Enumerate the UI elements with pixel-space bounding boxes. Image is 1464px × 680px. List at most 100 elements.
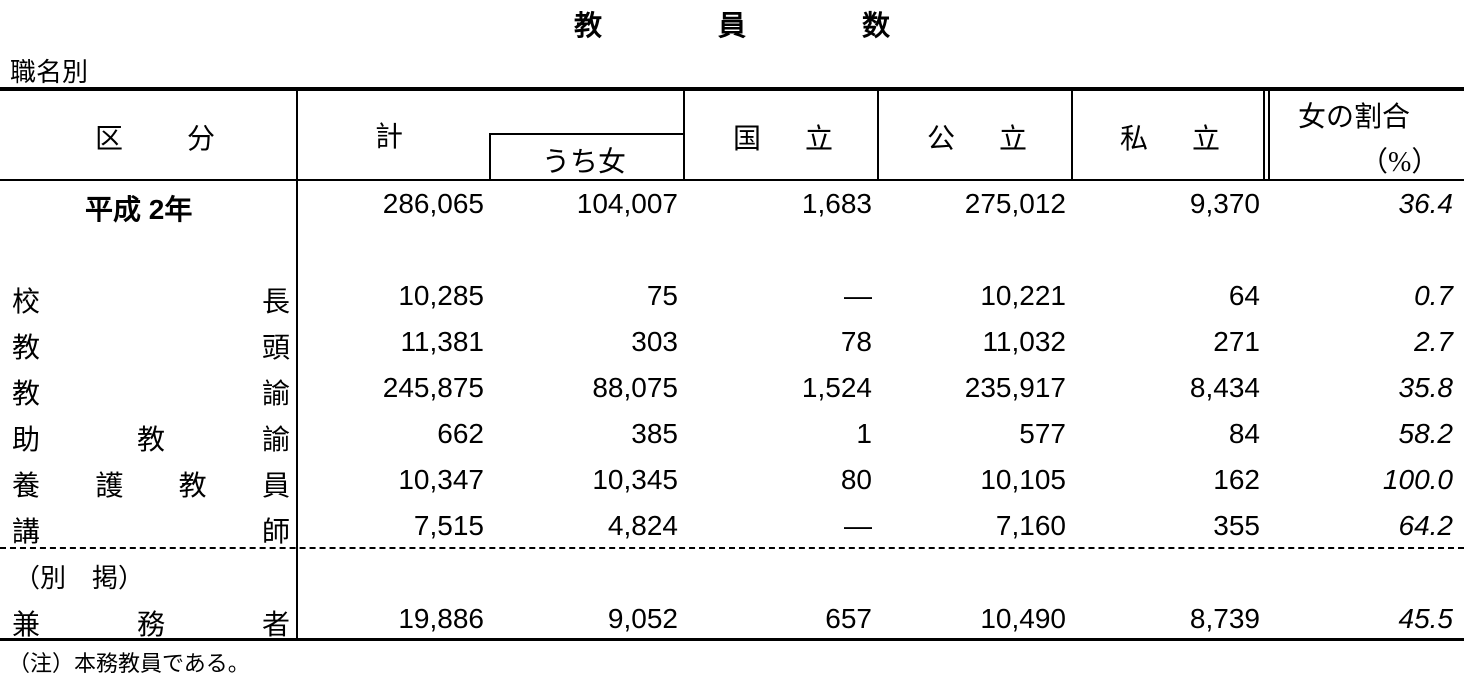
row-label: 助教諭 bbox=[12, 418, 290, 458]
header-char: 公 bbox=[927, 124, 956, 155]
total-cell: 286,065 bbox=[382, 188, 484, 219]
female-divider bbox=[489, 134, 491, 180]
ratio-cell: 2.7 bbox=[1414, 326, 1453, 357]
national-cell: 1,524 bbox=[801, 372, 872, 403]
private-cell: 64 bbox=[1228, 280, 1260, 311]
ratio-cell: 0.7 bbox=[1414, 280, 1453, 311]
private-cell: 355 bbox=[1213, 510, 1260, 541]
subtitle: 職名別 bbox=[10, 58, 89, 87]
header-private: 私立 bbox=[1120, 117, 1220, 157]
female-cell: 88,075 bbox=[592, 372, 678, 403]
label-char: 助 bbox=[12, 425, 41, 456]
female-cell: 303 bbox=[631, 326, 678, 357]
label-char: 講 bbox=[12, 517, 41, 548]
header-total: 計 bbox=[375, 122, 404, 153]
col-divider bbox=[683, 90, 685, 180]
header-national: 国立 bbox=[733, 117, 833, 157]
label-char: 者 bbox=[261, 610, 290, 641]
ratio-cell: 36.4 bbox=[1398, 188, 1454, 219]
dashed-divider bbox=[0, 547, 1464, 549]
public-cell: 577 bbox=[1019, 418, 1066, 449]
header-char: 分 bbox=[186, 124, 215, 155]
private-cell: 8,434 bbox=[1189, 372, 1260, 403]
total-cell: 10,285 bbox=[398, 280, 484, 311]
ratio-cell: 35.8 bbox=[1398, 372, 1454, 403]
public-cell: 10,105 bbox=[980, 464, 1066, 495]
row-label: 教諭 bbox=[12, 372, 290, 412]
label-char: 教 bbox=[12, 333, 41, 364]
header-char: 立 bbox=[804, 124, 833, 155]
public-cell: 11,032 bbox=[982, 326, 1066, 357]
header-char: 立 bbox=[1191, 124, 1220, 155]
female-cell: 104,007 bbox=[576, 188, 678, 219]
national-cell: 80 bbox=[840, 464, 872, 495]
total-cell: 245,875 bbox=[382, 372, 484, 403]
total-cell: 10,347 bbox=[398, 464, 484, 495]
label-char: 諭 bbox=[261, 379, 290, 410]
header-ratio-unit: （%） bbox=[1360, 147, 1440, 178]
col-divider bbox=[877, 90, 879, 180]
separate-heading: （別 掲） bbox=[14, 564, 145, 593]
national-cell: 78 bbox=[840, 326, 872, 357]
female-cell: 9,052 bbox=[607, 603, 678, 634]
label-char: 頭 bbox=[261, 333, 290, 364]
label-char: 教 bbox=[12, 379, 41, 410]
header-ratio: 女の割合 bbox=[1298, 102, 1411, 133]
col-divider bbox=[1268, 90, 1270, 180]
table-bottom-border bbox=[0, 638, 1464, 641]
header-bottom-border bbox=[0, 179, 1464, 181]
female-cell: 4,824 bbox=[607, 510, 678, 541]
header-char: 私 bbox=[1120, 124, 1149, 155]
row-label: 養護教員 bbox=[12, 464, 290, 504]
title-char: 数 bbox=[862, 11, 891, 42]
private-cell: 271 bbox=[1213, 326, 1260, 357]
label-char: 兼 bbox=[12, 610, 41, 641]
national-cell: — bbox=[844, 510, 872, 541]
header-char: 区 bbox=[95, 124, 124, 155]
label-char: 養 bbox=[12, 471, 41, 502]
label-char: 教 bbox=[178, 471, 207, 502]
row-label: 講師 bbox=[12, 510, 290, 550]
label-char: 務 bbox=[136, 610, 165, 641]
private-cell: 9,370 bbox=[1189, 188, 1260, 219]
private-cell: 162 bbox=[1213, 464, 1260, 495]
category-divider bbox=[296, 90, 298, 640]
label-char: 護 bbox=[95, 471, 124, 502]
ratio-cell: 58.2 bbox=[1398, 418, 1454, 449]
col-divider bbox=[1263, 90, 1265, 180]
table-top-border bbox=[0, 87, 1464, 91]
title-char: 教 bbox=[573, 11, 602, 42]
summary-label: 平成 2年 bbox=[85, 194, 193, 225]
public-cell: 10,221 bbox=[980, 280, 1066, 311]
row-label: 兼務者 bbox=[12, 603, 290, 643]
ratio-cell: 64.2 bbox=[1398, 510, 1454, 541]
national-cell: 1,683 bbox=[801, 188, 872, 219]
national-cell: 1 bbox=[856, 418, 872, 449]
label-char: 校 bbox=[12, 287, 41, 318]
header-female: うち女 bbox=[542, 147, 627, 178]
public-cell: 10,490 bbox=[980, 603, 1066, 634]
female-cell: 385 bbox=[631, 418, 678, 449]
header-public: 公立 bbox=[927, 117, 1027, 157]
female-cell: 75 bbox=[646, 280, 678, 311]
female-top-line bbox=[489, 133, 685, 135]
private-cell: 8,739 bbox=[1189, 603, 1260, 634]
title-char: 員 bbox=[717, 11, 746, 42]
label-char: 長 bbox=[261, 287, 290, 318]
total-cell: 19,886 bbox=[398, 603, 484, 634]
label-char: 師 bbox=[261, 517, 290, 548]
private-cell: 84 bbox=[1228, 418, 1260, 449]
label-char: 員 bbox=[261, 471, 290, 502]
header-char: 国 bbox=[733, 124, 762, 155]
public-cell: 235,917 bbox=[964, 372, 1066, 403]
public-cell: 7,160 bbox=[995, 510, 1066, 541]
national-cell: 657 bbox=[825, 603, 872, 634]
total-cell: 662 bbox=[437, 418, 484, 449]
female-cell: 10,345 bbox=[592, 464, 678, 495]
total-cell: 11,381 bbox=[400, 326, 484, 357]
page-title: 教員数 bbox=[0, 4, 1464, 44]
public-cell: 275,012 bbox=[964, 188, 1066, 219]
national-cell: — bbox=[844, 280, 872, 311]
ratio-cell: 45.5 bbox=[1398, 603, 1454, 634]
